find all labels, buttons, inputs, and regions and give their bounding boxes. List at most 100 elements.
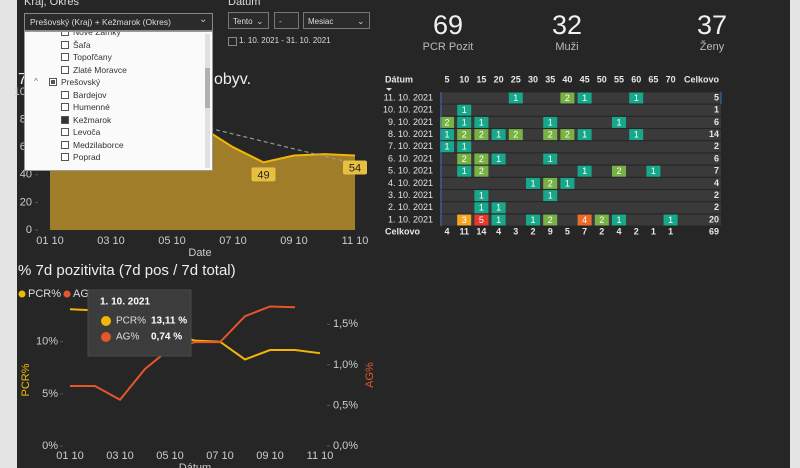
- list-item[interactable]: Zlaté Moravce: [25, 64, 203, 76]
- heat-cell: [543, 116, 558, 128]
- heat-cell: [526, 214, 540, 226]
- sort-arrow: [386, 88, 392, 91]
- checkbox[interactable]: [61, 103, 69, 111]
- heat-cell: [594, 214, 609, 226]
- side-strip: [790, 0, 800, 468]
- table-header: 45: [580, 74, 590, 84]
- row-date: 5. 10. 2021: [388, 166, 433, 176]
- heat-cell-value: 1: [616, 117, 621, 127]
- row-date: 9. 10. 2021: [388, 117, 433, 127]
- date-unit-dropdown[interactable]: Mesiac ⌄: [303, 12, 370, 29]
- date-range: 1. 10. 2021 - 31. 10. 2021: [239, 36, 331, 45]
- row-date: 4. 10. 2021: [388, 178, 433, 188]
- heat-cell-value: 2: [444, 117, 449, 127]
- region-dropdown[interactable]: Prešovský (Kraj) + Kežmarok (Okres) ⌄: [24, 13, 213, 31]
- heat-cell: [560, 92, 575, 104]
- date-mode-dropdown[interactable]: Tento ⌄: [228, 12, 269, 29]
- checkbox[interactable]: [61, 153, 69, 161]
- list-item[interactable]: Humenné: [25, 101, 203, 113]
- heat-cell: [508, 92, 523, 104]
- heat-cell: [577, 214, 592, 226]
- list-item[interactable]: Levoča: [25, 126, 203, 138]
- heat-cell-value: 1: [496, 203, 501, 213]
- chevron: ⌄: [357, 16, 365, 26]
- row-band: [440, 177, 721, 189]
- data-label-box: [251, 167, 276, 182]
- checkbox[interactable]: [61, 40, 69, 49]
- date-count-input[interactable]: -: [274, 12, 299, 29]
- heat-cell-value: 2: [548, 178, 553, 188]
- y-tick-label: 20: [20, 196, 32, 208]
- kpi-value: 69: [432, 10, 464, 40]
- heat-cell: [612, 165, 626, 177]
- heat-cell-value: 1: [616, 215, 621, 225]
- heat-cell: [508, 129, 523, 141]
- checkbox[interactable]: [61, 53, 69, 61]
- list-item[interactable]: ^ Prešovský: [25, 76, 203, 88]
- heat-cell-value: 1: [496, 215, 501, 225]
- heat-cell: [543, 190, 558, 202]
- list-item[interactable]: Šaľa: [25, 39, 203, 51]
- dropdown-text: -: [279, 17, 282, 26]
- heat-cell-value: 1: [462, 166, 467, 176]
- row-total: 4: [714, 178, 719, 188]
- footer-label: Celkovo: [385, 227, 421, 237]
- footer-value: 4: [616, 227, 621, 237]
- legend-marker: [63, 290, 71, 298]
- row-date: 3. 10. 2021: [388, 190, 433, 200]
- checkbox[interactable]: [61, 65, 69, 74]
- legend-marker: [18, 290, 26, 298]
- footer-value: 1: [668, 227, 673, 237]
- row-total: 2: [714, 202, 719, 212]
- list-item-label: Šaľa: [73, 39, 91, 50]
- heat-cell: [457, 104, 472, 116]
- heat-cell-value: 2: [548, 129, 553, 139]
- heat-cell: [474, 190, 489, 202]
- heat-cell-value: 1: [565, 178, 570, 188]
- list-item[interactable]: Kežmarok: [25, 114, 203, 126]
- checkbox[interactable]: [61, 115, 69, 124]
- row-band: [440, 190, 721, 202]
- row-date: 8. 10. 2021: [388, 129, 433, 139]
- x-tick-label: 11 10: [342, 235, 369, 247]
- tooltip-name: AG%: [116, 332, 139, 343]
- checkbox[interactable]: [61, 90, 69, 99]
- heat-cell-value: 1: [668, 215, 673, 225]
- row-band: [440, 116, 721, 128]
- heat-cell: [491, 129, 506, 141]
- row-total: 5: [714, 92, 719, 102]
- row-band: [440, 202, 721, 214]
- list-item[interactable]: Bardejov: [25, 89, 203, 101]
- y-tick-label: 5%: [42, 388, 58, 400]
- table-header: 70: [666, 74, 676, 84]
- footer-value: 2: [530, 227, 535, 237]
- footer-value: 11: [459, 227, 469, 237]
- x-tick-label: 01 10: [56, 450, 84, 462]
- checkbox[interactable]: [61, 128, 69, 136]
- footer-value: 4: [444, 227, 449, 237]
- heat-cell: [440, 116, 454, 128]
- heat-cell: [612, 116, 626, 128]
- heat-cell: [474, 165, 489, 177]
- tooltip-marker: [101, 332, 111, 342]
- list-item-label: Zlaté Moravce: [73, 64, 127, 75]
- checkbox[interactable]: [61, 32, 69, 36]
- list-item-label: Humenné: [73, 102, 110, 112]
- list-item[interactable]: Medzilaborce: [25, 139, 203, 151]
- checkbox[interactable]: [61, 140, 69, 149]
- footer-value: 14: [476, 227, 486, 237]
- checkbox[interactable]: [49, 78, 57, 86]
- heat-cell: [543, 177, 558, 189]
- heat-cell-value: 2: [513, 129, 518, 139]
- row-total: 6: [714, 117, 719, 127]
- heat-cell-value: 1: [651, 166, 656, 176]
- list-item[interactable]: Poprad: [25, 151, 203, 163]
- heat-cell-value: 1: [479, 203, 484, 213]
- heat-cell: [440, 141, 454, 153]
- heat-cell: [646, 165, 661, 177]
- list-item[interactable]: Nové Zámky: [25, 32, 203, 38]
- list-item[interactable]: Topoľčany: [25, 51, 203, 63]
- heat-cell-value: 1: [582, 129, 587, 139]
- heat-cell: [457, 129, 472, 141]
